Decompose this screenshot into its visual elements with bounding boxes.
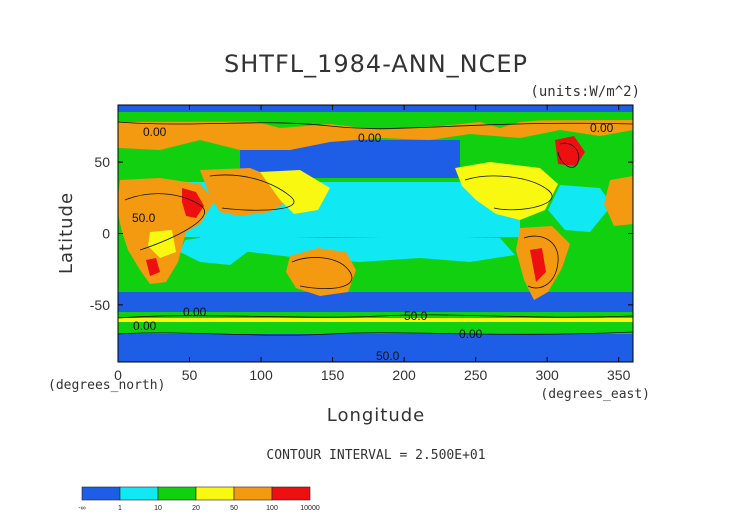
- contour-label: 0.00: [358, 131, 382, 145]
- x-axis-title: Longitude: [327, 405, 426, 426]
- y-axis-title: Latitude: [56, 192, 77, 274]
- contour-line: [291, 257, 353, 289]
- ocean-band-south-yellow: [118, 318, 633, 322]
- y-tick-label: 50: [94, 154, 110, 170]
- ocean-atlantic-tropical: [548, 185, 612, 232]
- land-africa-mild: [148, 230, 176, 258]
- y-axis: 50 0 -50: [90, 154, 633, 313]
- plot-area: [117, 104, 634, 363]
- contour-line: [523, 235, 559, 289]
- contour-label: 50.0: [376, 349, 400, 363]
- contour-line: [209, 174, 295, 211]
- map-regions: [118, 105, 633, 362]
- x-tick-label: 300: [535, 367, 559, 383]
- x-tick-label: 250: [464, 367, 488, 383]
- land-north-eurasia: [118, 118, 633, 150]
- colorbar-label: 1: [118, 505, 122, 512]
- x-unit-label: (degrees_east): [540, 387, 650, 402]
- colorbar-label: 10: [154, 505, 162, 512]
- colorbar: -∞ 1 10 20 50 100 10000: [78, 486, 320, 512]
- contour-label: 50.0: [404, 309, 428, 323]
- contour-line: [117, 121, 634, 129]
- land-australia: [286, 248, 356, 296]
- x-axis: 0 50 100 150 200 250 300 350: [114, 105, 631, 383]
- x-tick-label: 150: [321, 367, 345, 383]
- colorbar-swatch: [119, 486, 159, 501]
- contour-label: 0.00: [590, 121, 614, 135]
- x-tick-label: 200: [392, 367, 416, 383]
- land-west-africa-east: [604, 176, 633, 226]
- colorbar-swatch: [271, 486, 311, 501]
- colorbar-swatch: [81, 486, 121, 501]
- contour-line: [464, 175, 553, 211]
- land-south-america-hot: [530, 248, 546, 282]
- x-tick-label: 0: [114, 367, 122, 383]
- contour-label: 0.00: [143, 125, 167, 139]
- colorbar-label: 100: [266, 505, 278, 512]
- contour-labels: 0.00 0.00 50.0 50.0 0.00 0.00 0.00 50.0 …: [132, 121, 614, 363]
- colorbar-label: 10000: [300, 505, 320, 512]
- colorbar-label: -∞: [78, 505, 85, 512]
- contour-label: 0.00: [459, 327, 483, 341]
- contour-interval-text: CONTOUR INTERVAL = 2.500E+01: [266, 448, 485, 463]
- ocean-band-southern: [118, 292, 633, 312]
- contour-line: [117, 331, 634, 336]
- contour-label: 0.00: [133, 319, 157, 333]
- land-north-mild: [118, 112, 633, 122]
- colorbar-swatch: [157, 486, 197, 501]
- colorbar-swatch: [233, 486, 273, 501]
- x-tick-label: 50: [182, 367, 198, 383]
- land-africa-hot: [182, 188, 204, 218]
- units-label: (units:W/m^2): [530, 84, 640, 100]
- ocean-band-antarctic-sea: [118, 322, 633, 334]
- land-asia-mild: [260, 170, 330, 214]
- y-tick-label: 0: [102, 226, 110, 242]
- ocean-indian: [180, 232, 250, 265]
- colorbar-label: 50: [230, 505, 238, 512]
- land-africa-hot2: [146, 258, 160, 276]
- contour-line: [117, 314, 634, 319]
- chart-title: SHTFL_1984-ANN_NCEP: [224, 50, 528, 78]
- contour-lines: [117, 121, 634, 336]
- contour-line: [557, 142, 580, 168]
- ocean-tropical-pacific: [200, 236, 515, 262]
- y-unit-label: (degrees_north): [48, 378, 165, 393]
- contour-label: 50.0: [132, 211, 156, 225]
- contour-line: [124, 193, 205, 251]
- y-tick-label: -50: [90, 297, 110, 313]
- x-tick-label: 350: [607, 367, 631, 383]
- contour-label: 0.00: [183, 305, 207, 319]
- colorbar-swatch: [195, 486, 235, 501]
- x-tick-label: 100: [249, 367, 273, 383]
- colorbar-label: 20: [192, 505, 200, 512]
